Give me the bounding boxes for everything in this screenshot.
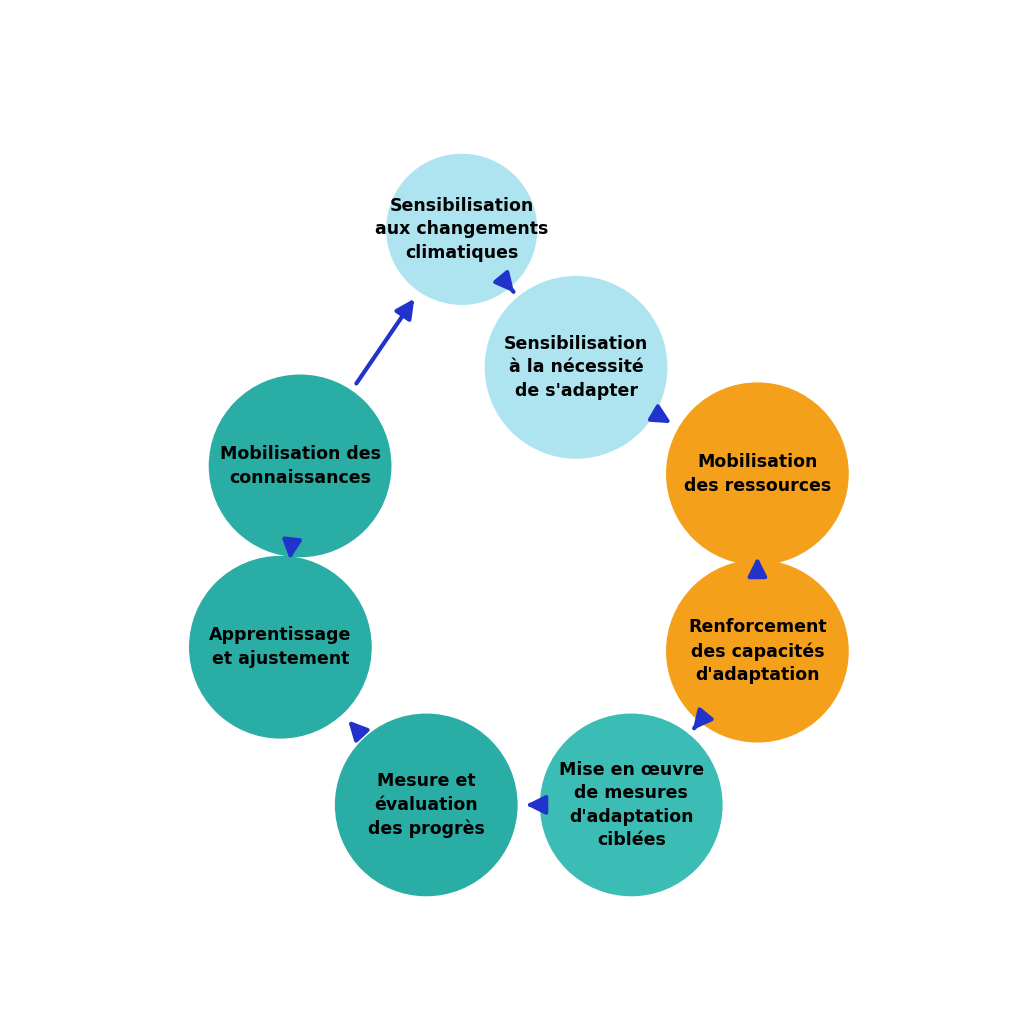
Text: Mobilisation
des ressources: Mobilisation des ressources — [684, 453, 831, 495]
Text: Sensibilisation
aux changements
climatiques: Sensibilisation aux changements climatiq… — [375, 197, 549, 262]
Text: Sensibilisation
à la nécessité
de s'adapter: Sensibilisation à la nécessité de s'adap… — [504, 335, 648, 400]
Circle shape — [336, 715, 517, 896]
Text: Renforcement
des capacités
d'adaptation: Renforcement des capacités d'adaptation — [688, 618, 826, 684]
Circle shape — [210, 375, 391, 557]
Text: Mise en œuvre
de mesures
d'adaptation
ciblées: Mise en œuvre de mesures d'adaptation ci… — [559, 761, 703, 849]
Circle shape — [667, 383, 848, 564]
Text: Mobilisation des
connaissances: Mobilisation des connaissances — [219, 445, 381, 486]
Circle shape — [541, 715, 722, 896]
Text: Apprentissage
et ajustement: Apprentissage et ajustement — [209, 627, 351, 668]
Circle shape — [485, 276, 667, 458]
Circle shape — [189, 557, 371, 738]
Circle shape — [667, 560, 848, 741]
Circle shape — [387, 155, 537, 304]
Text: Mesure et
évaluation
des progrès: Mesure et évaluation des progrès — [368, 772, 484, 838]
